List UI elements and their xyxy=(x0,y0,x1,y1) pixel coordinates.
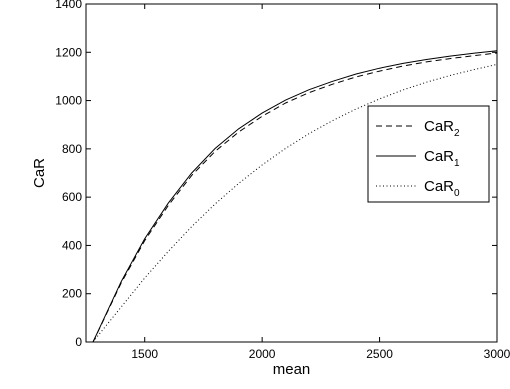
x-axis-label: mean xyxy=(273,361,311,378)
legend-box xyxy=(367,105,490,203)
y-axis-label: CaR xyxy=(31,158,48,188)
y-tick-label: 400 xyxy=(62,238,82,252)
legend-label: CaR0 xyxy=(424,178,460,199)
series-line-car-0 xyxy=(92,63,498,343)
y-tick-label: 200 xyxy=(62,287,82,301)
x-tick-label: 2000 xyxy=(249,347,276,361)
y-tick-label: 1000 xyxy=(55,94,82,108)
series-line-car-2 xyxy=(92,52,498,343)
legend: CaR2 CaR1 CaR0 xyxy=(367,105,490,203)
x-tick-label: 2500 xyxy=(366,347,393,361)
legend-label: CaR1 xyxy=(424,148,460,169)
y-tick-label: 1200 xyxy=(55,45,82,59)
axis-layer: 1500 2000 2500 3000 0 200 400 600 800 1000 1200 140… xyxy=(55,0,510,361)
y-tick-label: 800 xyxy=(62,142,82,156)
plot-frame xyxy=(85,3,498,343)
y-tick-label: 1400 xyxy=(55,0,82,11)
series-layer xyxy=(92,50,498,343)
legend-label: CaR2 xyxy=(424,118,460,139)
y-tick-label: 600 xyxy=(62,190,82,204)
y-tick-label: 0 xyxy=(75,335,82,349)
x-tick-label: 1500 xyxy=(131,347,158,361)
x-tick-label: 3000 xyxy=(484,347,510,361)
series-line-car-1 xyxy=(92,50,498,343)
